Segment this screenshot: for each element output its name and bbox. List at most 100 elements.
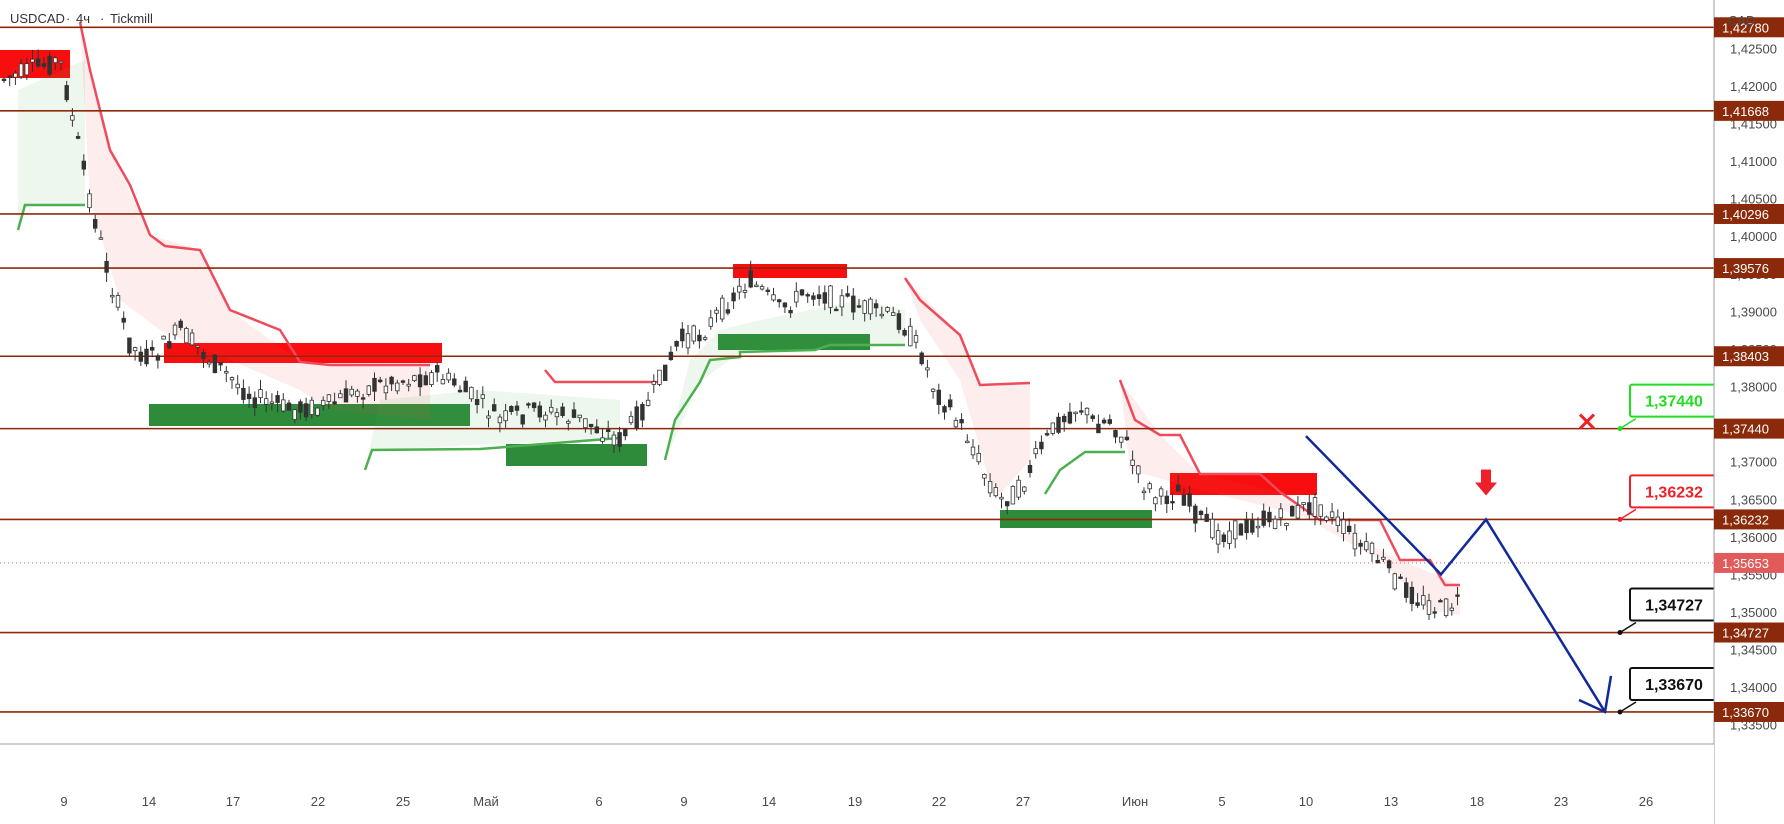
candle <box>1027 459 1033 478</box>
candle <box>406 378 411 392</box>
candle <box>691 324 696 345</box>
currency-label: CAD <box>1728 13 1755 28</box>
candle <box>58 60 64 71</box>
candle <box>560 402 565 418</box>
candle <box>942 404 947 420</box>
supply-zone[interactable] <box>1170 473 1317 495</box>
candle <box>412 374 417 383</box>
callout-label: 1,36232 <box>1645 484 1703 501</box>
candle <box>1398 573 1403 580</box>
candle <box>241 379 246 404</box>
chart-header: USDCAD · 4ч · Tickmill <box>10 11 153 26</box>
supertrend-down-line <box>903 277 1031 387</box>
level-price-tag <box>1714 203 1784 224</box>
candle <box>549 399 554 415</box>
candle <box>127 337 132 357</box>
supply-zone[interactable] <box>164 343 442 363</box>
candle <box>235 375 240 395</box>
candle <box>674 340 679 352</box>
candle <box>47 51 52 77</box>
candle <box>742 283 748 299</box>
candle <box>457 385 463 393</box>
candle <box>1358 539 1363 555</box>
candle <box>531 401 537 412</box>
candle <box>389 375 394 392</box>
level-price-label: 1,36232 <box>1722 512 1769 527</box>
x-tick-label: 22 <box>311 794 325 809</box>
x-tick-label: 5 <box>1218 794 1225 809</box>
candle <box>1176 475 1181 492</box>
candle <box>429 370 434 388</box>
candle <box>987 473 993 498</box>
level-price-tag <box>1714 346 1784 367</box>
x-tick-label: 9 <box>60 794 67 809</box>
time-axis[interactable]: 9 14 17 22 25 Май 6 9 14 19 22 27 Июн 5 10 13 18 23 26 <box>0 743 1714 824</box>
candle <box>132 346 138 361</box>
candle <box>64 80 69 103</box>
timeframe-label: 4ч <box>76 11 90 26</box>
candle <box>668 346 674 361</box>
candle <box>161 335 166 340</box>
demand-zone[interactable] <box>506 444 647 466</box>
candle <box>1233 520 1238 549</box>
candle <box>349 385 354 398</box>
price-axis[interactable]: 1,425001,420001,415001,410001,405001,400… <box>1713 0 1784 824</box>
candle <box>1221 532 1226 548</box>
y-tick-label: 1,37000 <box>1730 455 1777 470</box>
x-tick-label: 14 <box>142 794 156 809</box>
candle <box>212 354 218 374</box>
x-tick-label: 13 <box>1384 794 1398 809</box>
candle <box>543 411 548 428</box>
candle <box>891 306 896 316</box>
candle <box>269 393 275 411</box>
candle <box>53 56 58 71</box>
candle <box>1267 506 1272 528</box>
y-tick-label: 1,34500 <box>1730 643 1777 658</box>
candle <box>281 393 286 413</box>
candle <box>81 154 86 176</box>
candle <box>138 346 143 366</box>
forecast-arrowhead <box>1578 675 1613 714</box>
y-tick-label: 1,36500 <box>1730 492 1777 507</box>
candle <box>1204 507 1209 522</box>
candle <box>30 49 35 72</box>
candle <box>788 306 793 318</box>
candle <box>720 294 725 323</box>
level-price-label: 1,41668 <box>1722 104 1769 119</box>
candle <box>526 402 531 409</box>
candle <box>702 335 708 342</box>
candle <box>383 378 389 400</box>
candle <box>497 414 503 433</box>
supertrend-down-fill <box>80 22 430 420</box>
price-axis-bg <box>1714 0 1784 824</box>
candle <box>1324 515 1329 523</box>
candle <box>1404 577 1409 603</box>
callout-label: 1,34727 <box>1645 598 1703 615</box>
candle <box>263 391 269 413</box>
candle <box>1369 541 1375 562</box>
candle <box>1039 435 1044 455</box>
candle <box>218 361 223 371</box>
candle <box>645 391 651 407</box>
candle <box>811 292 816 306</box>
supply-zone[interactable] <box>0 50 70 78</box>
demand-zone[interactable] <box>149 404 470 426</box>
levels-layer <box>0 26 1714 713</box>
candle <box>258 379 263 404</box>
callout-anchor <box>1617 426 1623 432</box>
candle <box>566 419 571 431</box>
candle <box>70 108 75 127</box>
candle <box>1101 417 1107 425</box>
candle <box>1352 523 1358 557</box>
forecast-path[interactable] <box>1305 435 1607 713</box>
candle <box>953 417 959 429</box>
candle <box>1067 402 1073 425</box>
candle <box>1107 414 1112 426</box>
candle <box>759 284 765 291</box>
down-arrow-marker <box>1481 469 1491 484</box>
x-tick-label: 6 <box>595 794 602 809</box>
candle <box>919 351 924 366</box>
candle <box>754 281 759 288</box>
candle <box>748 260 753 289</box>
